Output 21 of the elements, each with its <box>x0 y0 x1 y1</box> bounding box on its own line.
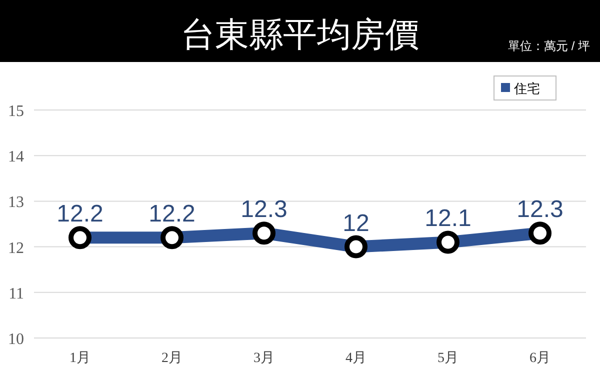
legend-label: 住宅 <box>513 81 540 96</box>
x-tick-label: 1月 <box>70 351 90 366</box>
data-label: 12.2 <box>56 200 104 228</box>
data-label: 12.1 <box>424 205 472 232</box>
text: 單位：萬元 / 坪 <box>508 39 590 53</box>
data-label: 12 <box>342 210 370 237</box>
chart-title: 台東縣平均房價 <box>181 17 419 54</box>
x-tick-label: 2月 <box>162 351 182 366</box>
y-tick-label: 13 <box>8 194 24 212</box>
data-label: 12.3 <box>240 196 288 224</box>
y-tick-label: 14 <box>8 148 24 166</box>
y-tick-label: 10 <box>8 331 24 348</box>
x-tick-label: 4月 <box>346 351 366 366</box>
x-tick-label: 6月 <box>530 351 550 366</box>
data-label: 12.2 <box>148 200 196 228</box>
data-label: 12.3 <box>516 196 564 224</box>
y-tick-label: 12 <box>8 240 24 257</box>
y-tick-label: 11 <box>8 285 24 302</box>
y-tick-label: 15 <box>8 103 24 120</box>
x-tick-label: 3月 <box>254 351 274 366</box>
x-tick-label: 5月 <box>438 351 458 366</box>
